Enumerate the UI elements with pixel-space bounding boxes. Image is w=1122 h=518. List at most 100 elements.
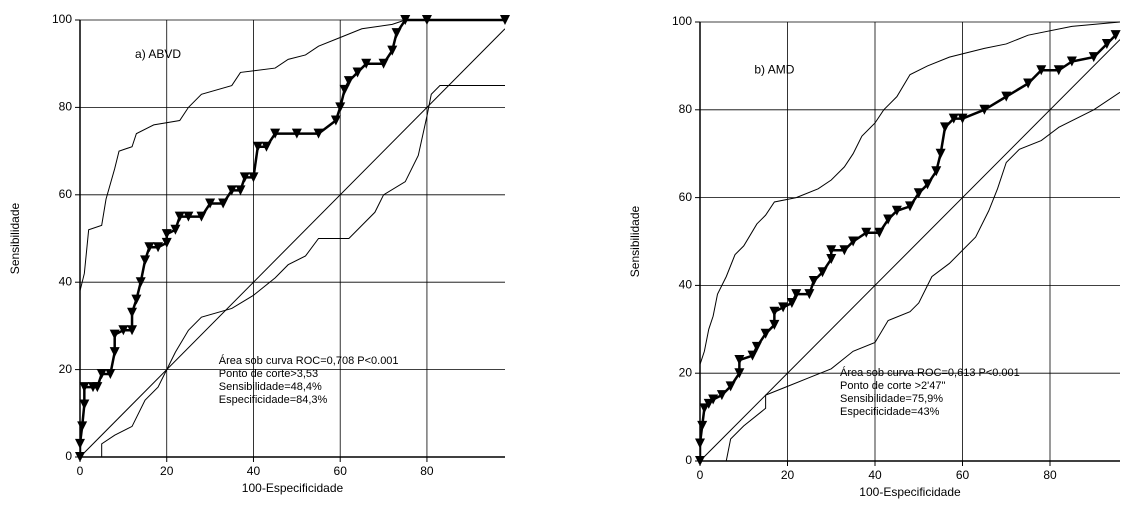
y-tick-label: 0 [685,453,692,467]
marker [248,172,259,183]
marker [218,198,229,209]
series-line [80,19,505,292]
x-axis-label: 100-Especificidade [859,485,961,499]
marker [839,245,850,256]
series-line [700,39,1120,462]
y-tick-label: 40 [679,278,693,292]
marker [703,398,714,409]
marker [174,211,185,222]
series-line [700,21,1120,365]
marker [313,128,324,139]
marker [861,227,872,238]
marker [170,224,181,235]
marker [135,277,146,288]
annotation: Sensibilidade=75,9% [840,393,943,405]
marker [874,227,885,238]
annotation: Especificidade=43% [840,406,940,418]
marker [808,276,819,287]
marker [330,115,341,126]
marker [109,329,120,340]
marker [769,319,780,330]
marker [1110,30,1121,41]
marker [747,350,758,361]
marker [378,58,389,69]
annotation: Área sob curva ROC=0,708 P<0.001 [219,354,399,367]
y-tick-label: 60 [59,187,73,201]
marker [1088,52,1099,63]
y-tick-label: 100 [52,12,72,26]
marker [1023,78,1034,89]
marker [77,421,88,432]
annotation: Área sob curva ROC=0,613 P<0.001 [840,366,1020,379]
marker [79,399,90,410]
annotation: Ponto de corte>3,53 [219,368,318,380]
x-tick-label: 20 [781,468,795,482]
marker [391,28,402,39]
marker [699,403,710,414]
marker [826,254,837,265]
y-axis-label: Sensibilidade [628,205,642,277]
y-tick-label: 60 [679,190,693,204]
marker [339,84,350,95]
x-tick-label: 20 [160,464,174,478]
marker [105,368,116,379]
marker [352,67,363,78]
x-tick-label: 40 [247,464,261,478]
panel-label: b) AMD [754,62,794,76]
marker [161,229,172,240]
marker [161,237,172,248]
series-line [80,85,505,458]
y-tick-label: 100 [672,14,692,28]
marker [935,148,946,159]
marker [226,185,237,196]
y-tick-label: 80 [59,100,73,114]
marker [848,236,859,247]
marker [913,188,924,199]
marker [734,368,745,379]
marker [760,328,771,339]
marker [957,113,968,124]
marker [183,211,194,222]
marker [127,307,138,318]
marker [1053,65,1064,76]
marker [791,289,802,300]
marker [140,255,151,266]
x-tick-label: 80 [420,464,434,478]
marker [695,438,705,449]
marker [261,141,272,152]
marker [343,76,354,87]
marker [131,294,142,305]
x-tick-label: 0 [697,468,704,482]
marker [725,381,736,392]
marker [1101,38,1112,49]
marker [931,166,942,177]
marker [92,382,103,393]
marker [1036,65,1047,76]
marker [734,355,745,366]
y-tick-label: 20 [679,365,693,379]
series-line [700,34,1117,461]
marker [387,45,398,56]
x-tick-label: 60 [956,468,970,482]
marker [817,267,828,278]
panel-label: a) ABVD [135,47,181,61]
marker [79,382,90,393]
marker [118,325,129,336]
marker [940,122,950,133]
marker [979,104,990,115]
marker [1001,91,1012,102]
x-tick-label: 0 [77,464,84,478]
marker [769,306,780,317]
marker [205,198,216,209]
marker [252,141,263,152]
marker [109,347,120,358]
y-tick-label: 20 [59,362,73,376]
annotation: Especificidade=84,3% [219,394,328,406]
marker [804,289,815,300]
marker [361,58,372,69]
marker [786,297,797,308]
x-tick-label: 40 [868,468,882,482]
marker [708,394,719,405]
annotation: Ponto de corte >2'47" [840,380,945,392]
